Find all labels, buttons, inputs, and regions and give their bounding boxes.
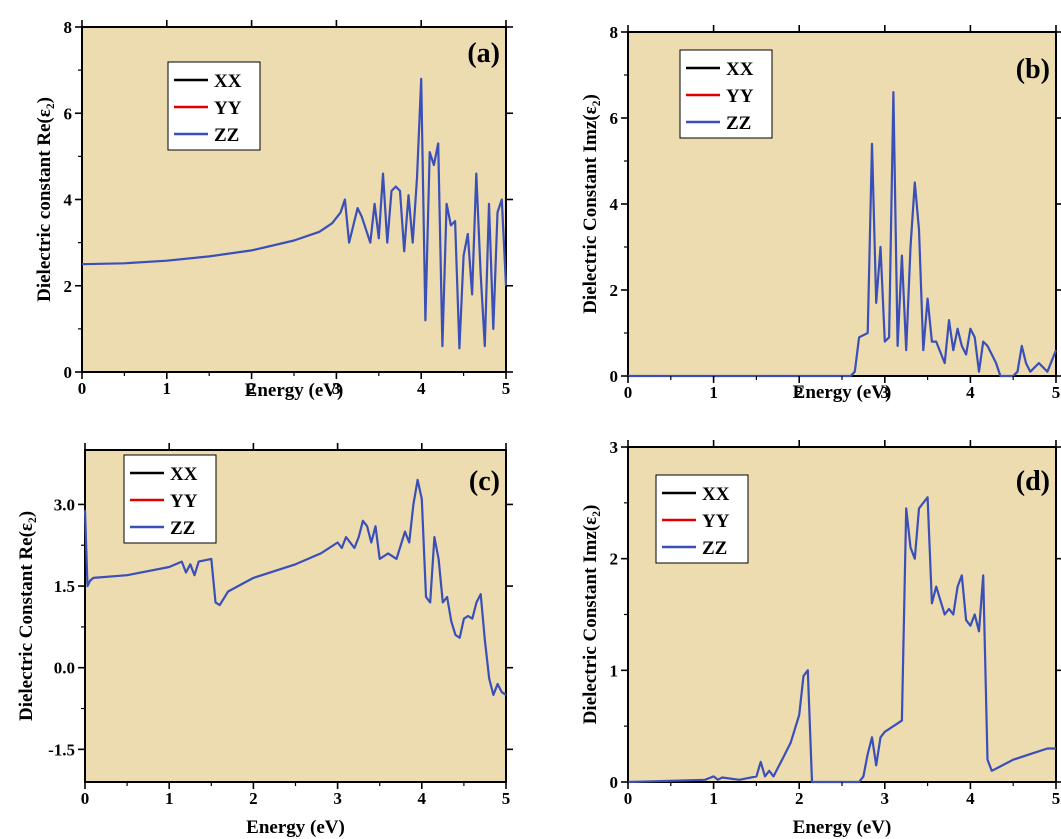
y-tick-label: 3.0 (54, 495, 75, 514)
y-axis-label: Dielectric Constant Re(ε₂) (16, 511, 37, 721)
plot-area (81, 26, 507, 373)
x-axis-label: Energy (eV) (246, 817, 345, 838)
x-tick-label: 4 (966, 789, 975, 808)
x-tick-label: 2 (795, 383, 804, 402)
x-tick-label: 3 (333, 789, 342, 808)
panel-label: (b) (1016, 54, 1050, 85)
y-tick-label: 6 (64, 104, 73, 123)
x-tick-label: 5 (1052, 383, 1061, 402)
y-tick-label: 4 (610, 195, 619, 214)
series-line-zz (83, 478, 507, 697)
legend-label-xx: XX (702, 484, 730, 505)
x-tick-label: 0 (81, 789, 90, 808)
x-axis-label: Energy (eV) (793, 382, 892, 403)
legend-label-zz: ZZ (170, 518, 195, 539)
x-tick-label: 3 (332, 379, 341, 398)
y-tick-label: 0 (64, 363, 73, 382)
y-tick-label: 0.0 (54, 659, 75, 678)
series-line-zz (81, 77, 508, 350)
x-tick-label: 1 (709, 383, 718, 402)
x-tick-label: 2 (795, 789, 804, 808)
y-tick-label: 4 (64, 191, 73, 210)
x-tick-label: 4 (418, 789, 427, 808)
x-tick-label: 0 (624, 383, 633, 402)
y-tick-label: 2 (64, 277, 73, 296)
panel-label: (c) (469, 466, 500, 497)
series-line-zz (627, 496, 1056, 784)
chart-panel-c: 0 1 2 3 4 5 -1.5 0.0 1.5 3.0 Energy (eV) Dielectric… (16, 443, 513, 838)
y-tick-label: 3 (610, 438, 619, 457)
x-axis-label: Energy (eV) (245, 380, 344, 401)
panel-label: (d) (1016, 466, 1050, 497)
x-axis-label: Energy (eV) (793, 817, 892, 838)
y-tick-label: 1.5 (54, 577, 75, 596)
y-axis-label: Dielectric Constant Imz(ε₂) (580, 94, 601, 314)
y-tick-label: 0 (610, 773, 619, 792)
x-tick-label: 1 (163, 379, 172, 398)
y-tick-label: 8 (64, 18, 73, 37)
x-tick-label: 0 (624, 789, 633, 808)
legend-label-xx: XX (726, 59, 754, 80)
y-tick-label: 1 (610, 661, 619, 680)
y-axis-label: Dielectric Constant Imz(ε₂) (580, 505, 601, 725)
x-tick-label: 2 (249, 789, 258, 808)
y-tick-label: 0 (610, 367, 619, 386)
legend-label-xx: XX (170, 464, 198, 485)
y-tick-label: 2 (610, 550, 619, 569)
x-tick-label: 5 (502, 789, 511, 808)
legend-label-xx: XX (214, 71, 242, 92)
x-tick-label: 5 (502, 379, 511, 398)
y-tick-label: -1.5 (48, 740, 75, 759)
x-tick-label: 4 (966, 383, 975, 402)
legend-label-zz: ZZ (726, 113, 751, 134)
y-axis-label: Dielectric constant Re(ε₂) (34, 97, 55, 302)
x-tick-label: 0 (78, 379, 87, 398)
legend-label-yy: YY (702, 511, 730, 532)
series-line-zz (628, 91, 1058, 378)
x-tick-label: 5 (1052, 789, 1061, 808)
legend-label-zz: ZZ (702, 538, 727, 559)
y-tick-label: 6 (610, 109, 619, 128)
x-tick-label: 1 (165, 789, 174, 808)
panel-label: (a) (467, 38, 500, 69)
x-tick-label: 1 (709, 789, 718, 808)
chart-panel-b: 0 1 2 3 4 5 0 2 4 6 8 Energy (eV) Dielectric Constan… (580, 23, 1061, 403)
x-tick-label: 3 (881, 789, 890, 808)
legend-label-yy: YY (170, 491, 198, 512)
y-tick-label: 2 (610, 281, 619, 300)
legend-label-yy: YY (214, 98, 242, 119)
x-tick-label: 2 (247, 379, 256, 398)
x-tick-label: 3 (881, 383, 890, 402)
x-tick-label: 4 (417, 379, 426, 398)
legend-label-yy: YY (726, 86, 754, 107)
chart-panel-a: 0 1 2 3 4 5 0 2 4 6 8 Energy (eV) Dielectric constan… (34, 18, 513, 401)
y-tick-label: 8 (610, 23, 619, 42)
legend-label-zz: ZZ (214, 125, 239, 146)
